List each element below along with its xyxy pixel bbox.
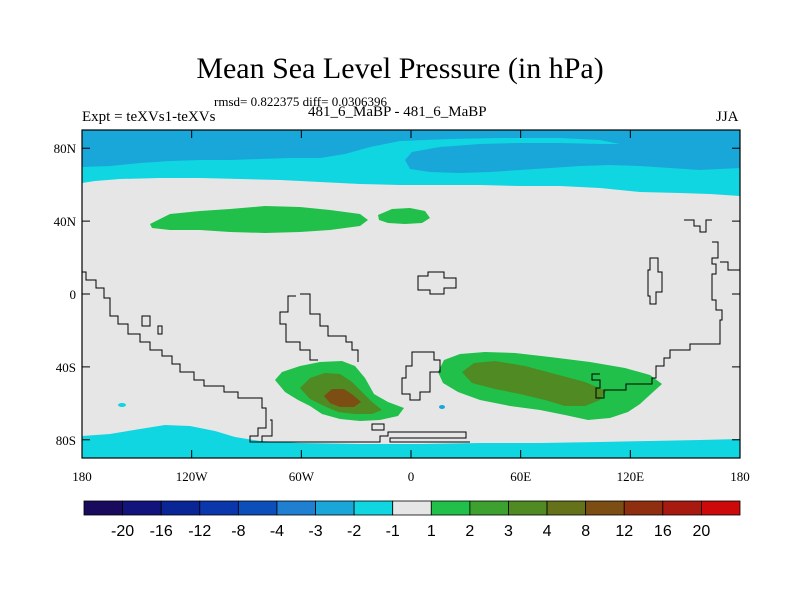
colorbar-label: -16: [150, 523, 173, 540]
x-tick-label: 120W: [176, 469, 209, 484]
y-tick-label: 80N: [54, 141, 77, 156]
blue-spot: [439, 405, 445, 409]
axes-group: 180 120W 60W 0 60E 120E 180 80N 40N 0 40S 80S: [54, 130, 750, 484]
colorbar-label: 16: [654, 523, 672, 540]
coast-east-asia: [684, 219, 712, 233]
x-tick-label: 0: [408, 469, 415, 484]
coast-americas-east: [300, 293, 359, 362]
colorbar-swatch: [199, 500, 239, 516]
y-tick-label: 40N: [54, 214, 77, 229]
colorbar-label: 12: [615, 523, 633, 540]
case-label: 481_6_MaBP - 481_6_MaBP: [308, 104, 487, 120]
y-tick-label: 0: [70, 287, 77, 302]
colorbar-swatch: [315, 500, 355, 516]
x-tick-label: 60W: [289, 469, 315, 484]
south-positive-east-3: [462, 361, 606, 406]
colorbar-label: 8: [581, 523, 590, 540]
chart-title: Mean Sea Level Pressure (in hPa): [196, 52, 604, 85]
x-tick-label: 120E: [617, 469, 645, 484]
colorbar-label: 20: [693, 523, 711, 540]
colorbar-swatch: [122, 500, 162, 516]
colorbar-label: -1: [386, 523, 400, 540]
cyan-spot: [118, 403, 126, 407]
colorbar-swatch: [662, 500, 702, 516]
coast-antarctic: [262, 431, 470, 443]
colorbar-label: 4: [543, 523, 552, 540]
colorbar-swatch: [276, 500, 316, 516]
colorbar-label: -4: [270, 523, 284, 540]
north-positive-band-west: [150, 206, 368, 233]
colorbar-label: -3: [308, 523, 322, 540]
colorbar-swatch: [623, 500, 664, 516]
colorbar-label: -12: [188, 523, 211, 540]
coast-antarctic-2: [371, 423, 385, 431]
colorbar-swatch: [237, 500, 278, 516]
x-tick-label: 180: [730, 469, 750, 484]
coastlines: [82, 219, 740, 443]
colorbar-label: 3: [504, 523, 513, 540]
season-label: JJA: [716, 109, 739, 125]
coast-americas: [82, 271, 273, 443]
y-tick-label: 80S: [56, 433, 76, 448]
colorbar-swatch: [508, 500, 548, 516]
x-tick-label: 180: [72, 469, 92, 484]
colorbar-label: 1: [427, 523, 436, 540]
colorbar-swatch: [701, 500, 741, 516]
coast-islands-2: [157, 325, 163, 335]
y-tick-label: 40S: [56, 360, 76, 375]
south-positive-west-4: [324, 389, 361, 407]
stats-text: rmsd= 0.822375 diff= 0.0306396: [214, 94, 387, 109]
colorbar-label: -20: [111, 523, 134, 540]
x-tick-label: 60E: [510, 469, 531, 484]
coast-maritime: [591, 241, 723, 399]
coast-islands: [141, 315, 151, 327]
colorbar-group: -20 -16 -12 -8 -4 -3 -2 -1 1 2 3 4 8 12 16 20: [83, 500, 741, 540]
coast-nz: [720, 261, 740, 271]
colorbar-swatch: [546, 500, 587, 516]
experiment-label: Expt = teXVs1-teXVs: [82, 109, 216, 125]
colorbar-swatch: [469, 500, 509, 516]
colorbar-label: -2: [347, 523, 361, 540]
coast-asia: [647, 257, 663, 305]
colorbar-swatch: [585, 500, 625, 516]
colorbar-swatch: [353, 500, 394, 516]
coast-central-america: [279, 295, 318, 361]
coast-africa-south: [401, 351, 441, 401]
colorbar-swatch: [392, 500, 432, 516]
map-field: [82, 130, 740, 458]
colorbar-swatch: [83, 500, 123, 516]
colorbar-swatch: [160, 500, 201, 516]
north-positive-band-east: [378, 208, 430, 224]
arctic-blue-region: [82, 130, 740, 173]
colorbar-label: 2: [465, 523, 474, 540]
colorbar-label: -8: [231, 523, 245, 540]
colorbar-swatch: [430, 500, 471, 516]
antarctic-cyan-region: [82, 425, 740, 458]
coast-africa: [417, 271, 457, 295]
